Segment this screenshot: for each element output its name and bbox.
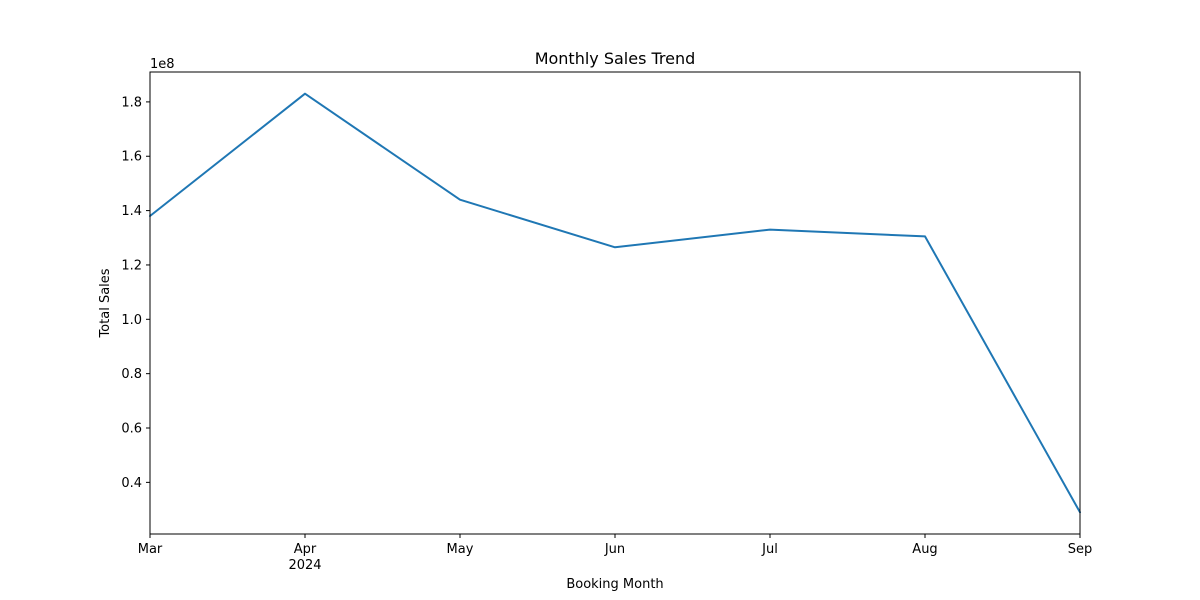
- x-tick-label: Mar: [138, 542, 163, 557]
- y-tick-label: 1.0: [121, 313, 142, 328]
- y-tick-label: 1.8: [121, 95, 142, 110]
- y-tick-label: 0.8: [121, 367, 142, 382]
- y-offset-label: 1e8: [150, 57, 175, 72]
- y-axis-title: Total Sales: [98, 268, 113, 338]
- x-tick-label: Jun: [604, 542, 625, 557]
- y-tick-label: 0.6: [121, 422, 142, 437]
- x-tick-label: May: [447, 542, 474, 557]
- series-line: [149, 92, 1081, 514]
- x-tick-label: Sep: [1068, 542, 1093, 557]
- x-axis-title: Booking Month: [566, 577, 663, 592]
- x-tick-label: Jul: [761, 542, 778, 557]
- y-tick-label: 1.4: [121, 204, 142, 219]
- chart-title: Monthly Sales Trend: [535, 49, 696, 68]
- x-tick-label: Aug: [912, 542, 937, 557]
- y-tick-label: 1.6: [121, 150, 142, 165]
- x-tick-label: Apr: [294, 542, 317, 557]
- y-tick-label: 0.4: [121, 476, 142, 491]
- y-tick-label: 1.2: [121, 258, 142, 273]
- plot-frame: [149, 71, 1081, 535]
- x-year-label: 2024: [288, 558, 321, 573]
